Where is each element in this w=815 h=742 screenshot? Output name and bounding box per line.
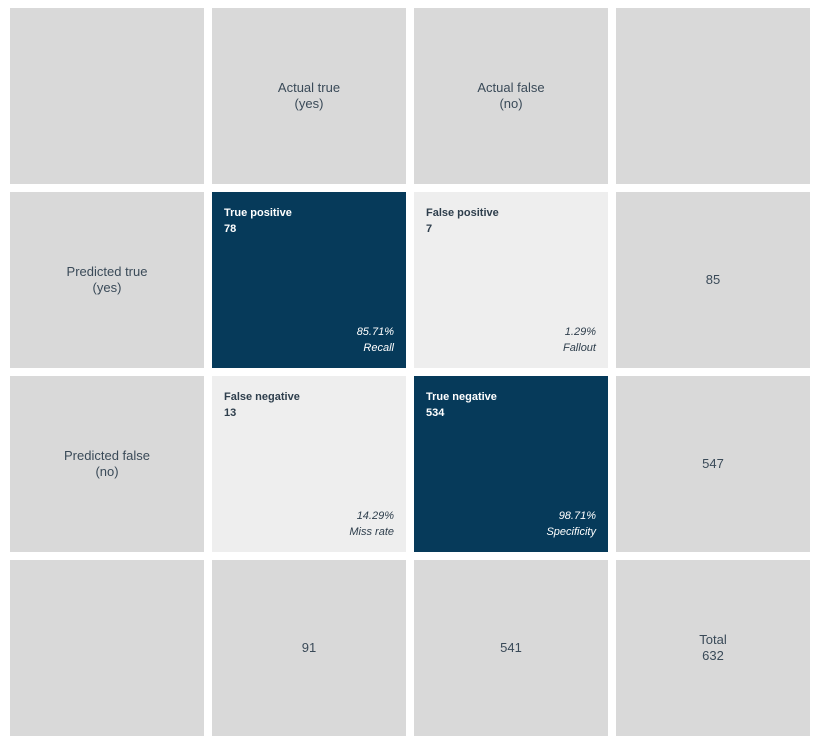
column-total-actual-true-value: 91 — [301, 640, 317, 655]
column-total-actual-true: 91 — [212, 560, 406, 736]
false-positive-count: 7 — [426, 223, 433, 235]
header-actual-false-label: Actual false — [477, 80, 545, 95]
grand-total-value: 632 — [702, 648, 724, 663]
true-positive-percent: 85.71% — [356, 326, 394, 338]
header-actual-true-sublabel: (yes) — [294, 96, 324, 111]
header-predicted-true: Predicted true (yes) — [10, 192, 204, 368]
row-total-predicted-true: 85 — [616, 192, 810, 368]
header-predicted-true-label: Predicted true — [66, 264, 148, 279]
false-positive-percent: 1.29% — [564, 326, 596, 338]
header-actual-false: Actual false (no) — [414, 8, 608, 184]
false-negative-metric: Miss rate — [349, 526, 394, 538]
header-actual-false-sublabel: (no) — [499, 96, 523, 111]
row-total-predicted-false-value: 547 — [702, 456, 724, 471]
true-positive-count: 78 — [224, 223, 237, 235]
cell-false-positive: False positive 7 1.29% Fallout — [414, 192, 608, 368]
header-actual-true: Actual true (yes) — [212, 8, 406, 184]
confusion-matrix: Actual true (yes) Actual false (no) Pred… — [10, 8, 810, 736]
false-negative-percent: 14.29% — [356, 510, 394, 522]
column-total-actual-false-value: 541 — [500, 640, 522, 655]
cell-true-negative: True negative 534 98.71% Specificity — [414, 376, 608, 552]
header-predicted-false-label: Predicted false — [64, 448, 150, 463]
true-negative-metric: Specificity — [546, 526, 596, 538]
cell-false-negative: False negative 13 14.29% Miss rate — [212, 376, 406, 552]
header-predicted-true-sublabel: (yes) — [92, 280, 122, 295]
header-predicted-false-sublabel: (no) — [95, 464, 119, 479]
row-total-predicted-false: 547 — [616, 376, 810, 552]
cell-true-positive: True positive 78 85.71% Recall — [212, 192, 406, 368]
corner-empty-top-left — [10, 8, 204, 184]
grand-total-label: Total — [699, 632, 727, 647]
corner-empty-bottom-left — [10, 560, 204, 736]
false-positive-metric: Fallout — [562, 342, 596, 354]
false-positive-title: False positive — [426, 207, 499, 219]
true-negative-percent: 98.71% — [558, 510, 596, 522]
header-predicted-false: Predicted false (no) — [10, 376, 204, 552]
grand-total: Total 632 — [616, 560, 810, 736]
column-total-actual-false: 541 — [414, 560, 608, 736]
true-negative-count: 534 — [426, 407, 445, 419]
true-positive-title: True positive — [224, 207, 292, 219]
false-negative-title: False negative — [224, 391, 300, 403]
true-positive-metric: Recall — [363, 342, 394, 354]
false-negative-count: 13 — [224, 407, 237, 419]
corner-empty-top-right — [616, 8, 810, 184]
header-actual-true-label: Actual true — [277, 80, 341, 95]
true-negative-title: True negative — [426, 391, 497, 403]
row-total-predicted-true-value: 85 — [705, 272, 721, 287]
